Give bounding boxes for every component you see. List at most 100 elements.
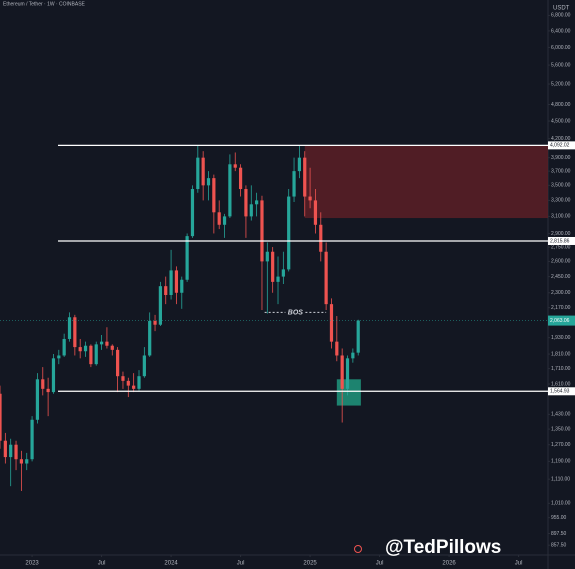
candle-body xyxy=(30,419,34,460)
candle-body xyxy=(116,349,120,377)
candle-body xyxy=(201,157,205,186)
candle-body xyxy=(73,317,77,348)
level-tag xyxy=(548,236,575,245)
level-tag xyxy=(548,141,575,150)
candle-body xyxy=(126,380,130,386)
level-tag-label: 2,815.86 xyxy=(550,238,570,244)
y-tick-label: 2,600.00 xyxy=(551,259,571,265)
y-tick-label: 2,300.00 xyxy=(551,290,571,296)
candle-body xyxy=(164,286,168,295)
y-tick-label: 1,010.00 xyxy=(551,501,571,507)
candle-body xyxy=(297,157,301,172)
price-tag-label: 2,063.06 xyxy=(550,318,570,324)
y-tick-label: 857.50 xyxy=(551,543,567,549)
y-tick-label: 3,500.00 xyxy=(551,183,571,189)
y-tick-label: 2,450.00 xyxy=(551,274,571,280)
candle-body xyxy=(51,358,56,393)
candle-body xyxy=(287,196,291,270)
y-tick-label: 1,430.00 xyxy=(551,412,571,418)
currency-label: USDT xyxy=(553,6,570,12)
x-tick-label: 2024 xyxy=(164,561,178,567)
candle-body xyxy=(265,251,269,262)
candle-body xyxy=(345,358,350,389)
y-tick-label: 1,710.00 xyxy=(551,366,571,372)
candle-body xyxy=(292,171,296,197)
candle-body xyxy=(255,200,259,205)
candle-body xyxy=(174,270,179,293)
candle-body xyxy=(340,355,344,389)
candle-body xyxy=(180,279,184,293)
chart-title: Ethereum / Tether · 1W · COINBASE xyxy=(3,1,86,7)
candle-body xyxy=(62,338,66,356)
y-tick-label: 1,110.00 xyxy=(551,476,570,482)
candle-body xyxy=(276,276,280,282)
candle-body xyxy=(142,355,146,377)
x-tick-label: Jul xyxy=(237,561,245,567)
candle-body xyxy=(185,236,189,280)
candle-body xyxy=(356,320,360,353)
y-tick-label: 6,000.00 xyxy=(551,45,571,51)
candle-body xyxy=(335,341,339,356)
candle-body xyxy=(14,444,18,460)
level-tag xyxy=(548,387,575,396)
x-tick-label: Jul xyxy=(376,561,384,567)
y-tick-label: 1,270.00 xyxy=(551,442,571,448)
candle-body xyxy=(148,320,152,356)
candle-body xyxy=(319,224,323,252)
candle-body xyxy=(89,345,93,365)
candle-body xyxy=(271,251,275,282)
x-tick-label: 2023 xyxy=(25,561,39,567)
y-tick-label: 1,190.00 xyxy=(551,459,571,465)
candle-body xyxy=(244,189,248,217)
y-tick-label: 3,300.00 xyxy=(551,198,571,204)
level-tag-label: 1,564.93 xyxy=(550,389,570,395)
candle-body xyxy=(206,178,211,186)
y-tick-label: 3,900.00 xyxy=(551,155,571,161)
candle-body xyxy=(110,345,114,350)
candle-body xyxy=(303,157,307,197)
candle-body xyxy=(249,204,253,217)
candle-body xyxy=(158,286,162,325)
y-tick-label: 1,350.00 xyxy=(551,426,571,432)
candle-body xyxy=(308,196,312,201)
candle-body xyxy=(329,304,334,342)
candle-body xyxy=(3,440,7,458)
x-tick-label: 2025 xyxy=(303,561,317,567)
candle-body xyxy=(121,376,125,381)
supply-zone xyxy=(304,145,548,219)
price-tag xyxy=(548,315,575,326)
candle-body xyxy=(313,200,318,225)
candle-body xyxy=(99,341,104,345)
candle-body xyxy=(137,376,141,389)
y-tick-label: 955.00 xyxy=(551,515,567,521)
candle-body xyxy=(78,347,82,352)
candle-body xyxy=(190,189,195,237)
candle-body xyxy=(281,269,285,277)
y-tick-label: 4,800.00 xyxy=(551,102,571,108)
candle-body xyxy=(228,164,232,217)
candle-body xyxy=(217,212,221,225)
candle-body xyxy=(83,345,88,352)
y-tick-label: 1,930.00 xyxy=(551,335,571,341)
level-tag-label: 4,092.02 xyxy=(550,143,570,149)
candle-body xyxy=(35,379,40,420)
y-tick-label: 4,200.00 xyxy=(551,136,571,142)
y-tick-label: 897.50 xyxy=(551,531,567,537)
y-tick-label: 5,200.00 xyxy=(551,81,571,87)
candle-body xyxy=(169,270,173,295)
candle-body xyxy=(351,352,355,359)
candle-body xyxy=(260,200,264,262)
candle-body xyxy=(41,379,45,389)
candle-body xyxy=(19,459,23,464)
y-tick-label: 3,100.00 xyxy=(551,214,571,220)
y-tick-label: 1,610.00 xyxy=(551,381,571,387)
x-tick-label: Jul xyxy=(515,561,523,567)
candle-body xyxy=(222,216,227,225)
y-tick-label: 1,810.00 xyxy=(551,351,571,357)
watermark: @TedPillows xyxy=(385,537,501,558)
y-tick-label: 2,750.00 xyxy=(551,244,571,250)
candle-body xyxy=(9,444,13,458)
